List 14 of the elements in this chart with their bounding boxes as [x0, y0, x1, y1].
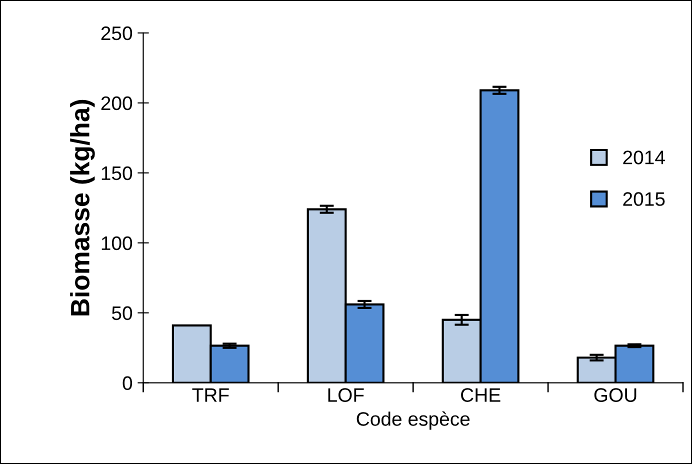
- y-axis-title: Biomasse (kg/ha): [70, 100, 95, 316]
- x-tick-label: GOU: [594, 388, 636, 402]
- y-tick-label: 50: [112, 306, 132, 320]
- x-axis-title: Code espèce: [356, 411, 470, 430]
- y-tick-label: 200: [101, 96, 132, 110]
- y-tick-label: 100: [102, 236, 132, 250]
- y-tick-label: 250: [101, 26, 132, 40]
- x-tick-label: TRF: [192, 388, 229, 402]
- y-tick-label: 150: [102, 166, 132, 180]
- legend-label: 2015: [623, 192, 665, 206]
- y-tick-label: 0: [122, 376, 132, 390]
- legend-label: 2014: [623, 150, 665, 164]
- x-tick-label: LOF: [328, 388, 364, 402]
- x-tick-label: CHE: [461, 388, 500, 402]
